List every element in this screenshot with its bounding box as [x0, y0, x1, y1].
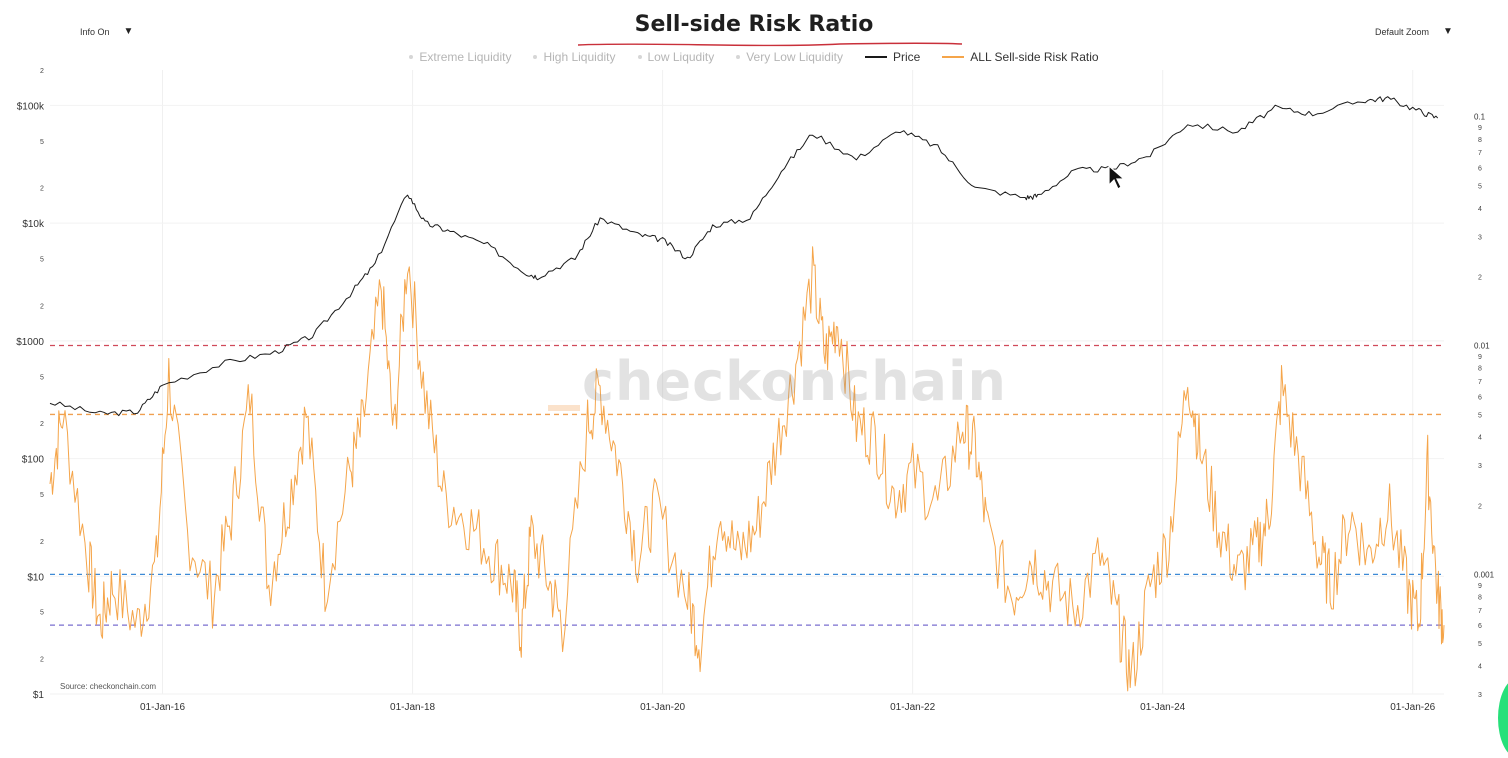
chart-legend: Extreme Liquidity High Liquidity Low Liqud… [0, 50, 1508, 64]
y-right-minor-label: 5 [1478, 641, 1482, 648]
y-right-minor-label: 6 [1478, 394, 1482, 401]
legend-marker [637, 55, 642, 59]
y-right-minor-label: 7 [1478, 608, 1482, 615]
x-tick-label: 01-Jan-20 [640, 702, 685, 713]
legend-label: Very Low Liquidity [746, 50, 843, 64]
legend-marker [864, 56, 887, 58]
y-left-minor-label: 2 [40, 421, 44, 428]
y-left-tick-label: $100 [22, 455, 45, 466]
y-right-minor-label: 2 [1478, 503, 1482, 510]
chart-area: 01-Jan-16 01-Jan-18 01-Jan-20 01-Jan-22 01-J… [16, 68, 1495, 713]
legend-item[interactable]: Very Low Liquidity [736, 50, 843, 64]
zoom-select[interactable]: Default Zoom ▼ [1375, 26, 1453, 37]
legend-item[interactable]: ALL Sell-side Risk Ratio [942, 50, 1099, 64]
y-left-minor-label: 5 [40, 139, 44, 146]
info-toggle-label: Info On [80, 26, 110, 37]
zoom-select-label: Default Zoom [1375, 26, 1430, 37]
y-right-minor-label: 9 [1478, 354, 1482, 361]
y-left-minor-label: 2 [40, 68, 44, 75]
legend-label: ALL Sell-side Risk Ratio [970, 50, 1099, 64]
chevron-down-icon: ▼ [123, 26, 134, 37]
y-left-minor-label: 5 [40, 492, 44, 499]
x-tick-label: 01-Jan-24 [1140, 702, 1185, 713]
y-left-minor-label: 5 [40, 257, 44, 264]
y-right-minor-label: 8 [1478, 595, 1482, 602]
x-tick-label: 01-Jan-22 [890, 702, 935, 713]
y-right-minor-label: 5 [1478, 184, 1482, 191]
y-left-minor-label: 2 [40, 303, 44, 310]
series-line-sell-side-risk-ratio [49, 246, 1445, 692]
y-left-minor-label: 2 [40, 186, 44, 193]
legend-label: Price [892, 50, 921, 64]
y-left-minor-label: 5 [40, 610, 44, 617]
y-right-minor-label: 5 [1478, 412, 1482, 419]
series-line-price [49, 96, 1439, 417]
info-toggle[interactable]: Info On ▼ [80, 26, 133, 37]
legend-item[interactable]: Low Liqudity [637, 50, 715, 64]
x-tick-label: 01-Jan-18 [390, 702, 435, 713]
y-right-minor-label: 8 [1478, 137, 1482, 144]
y-right-minor-label: 8 [1478, 366, 1482, 373]
legend-label: Low Liqudity [647, 50, 715, 64]
y-right-minor-label: 6 [1478, 623, 1482, 630]
y-right-minor-label: 2 [1478, 275, 1482, 282]
y-right-minor-label: 7 [1478, 150, 1482, 157]
legend-label: High Liquidity [543, 50, 616, 64]
mouse-pointer-icon [1108, 165, 1126, 190]
y-left-tick-label: $10 [27, 572, 44, 583]
legend-marker [736, 55, 741, 59]
legend-item[interactable]: Extreme Liquidity [409, 50, 511, 64]
y-left-tick-label: $10k [22, 219, 45, 230]
source-note: Source: checkonchain.com [60, 682, 157, 691]
y-left-tick-label: $1000 [16, 337, 44, 348]
legend-marker [533, 55, 538, 59]
legend-item[interactable]: Price [864, 50, 921, 64]
y-right-minor-label: 9 [1478, 125, 1482, 132]
watermark: checkonchain [582, 350, 1007, 413]
y-right-minor-label: 6 [1478, 165, 1482, 172]
y-right-minor-label: 3 [1478, 234, 1482, 241]
y-right-minor-label: 9 [1478, 583, 1482, 590]
chart-title: Sell-side Risk Ratio [634, 12, 874, 37]
title-underline [577, 42, 963, 47]
y-left-tick-label: $1 [33, 690, 45, 701]
chevron-down-icon: ▼ [1443, 26, 1453, 37]
y-left-tick-label: $100k [17, 101, 45, 112]
y-right-tick-label: 0.01 [1474, 342, 1490, 351]
y-left-minor-label: 5 [40, 374, 44, 381]
legend-label: Extreme Liquidity [419, 50, 512, 64]
legend-marker [942, 56, 965, 58]
corner-glow [1498, 678, 1508, 758]
y-right-minor-label: 3 [1478, 463, 1482, 470]
y-right-tick-label: 0.1 [1474, 113, 1486, 122]
y-right-tick-label: 0.001 [1474, 570, 1495, 579]
y-right-minor-label: 4 [1478, 206, 1482, 213]
x-tick-label: 01-Jan-16 [140, 702, 185, 713]
y-left-minor-label: 2 [40, 657, 44, 664]
watermark-mark [548, 405, 580, 411]
y-right-minor-label: 3 [1478, 692, 1482, 699]
x-tick-label: 01-Jan-26 [1390, 702, 1435, 713]
y-right-minor-label: 4 [1478, 663, 1482, 670]
y-right-minor-label: 7 [1478, 379, 1482, 386]
legend-marker [409, 55, 414, 59]
y-right-minor-label: 4 [1478, 435, 1482, 442]
y-left-minor-label: 2 [40, 539, 44, 546]
legend-item[interactable]: High Liquidity [533, 50, 616, 64]
